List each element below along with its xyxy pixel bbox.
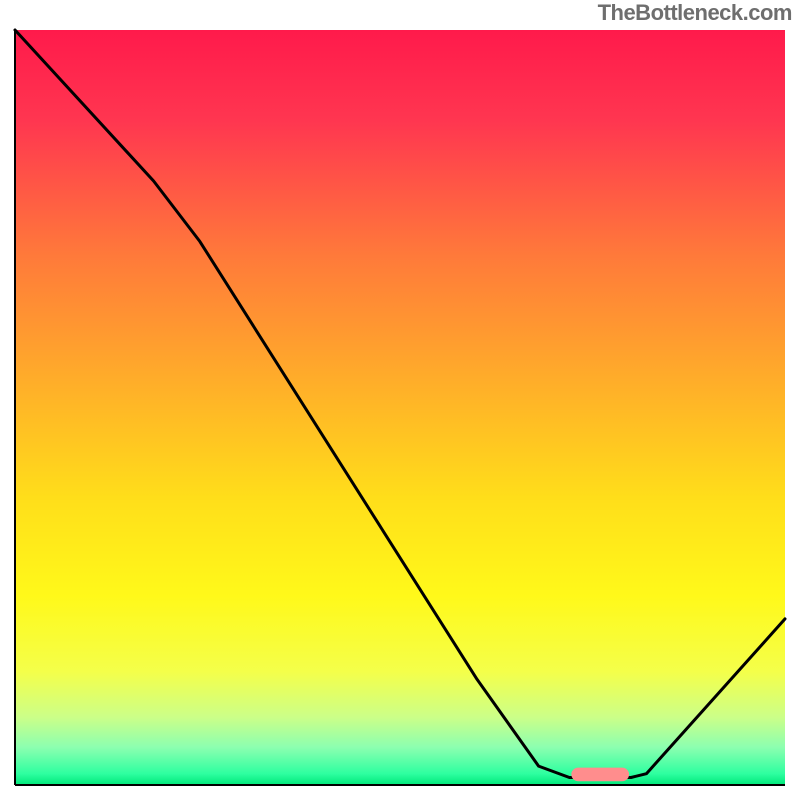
optimal-marker (571, 768, 629, 782)
bottleneck-chart (0, 0, 800, 800)
chart-container: TheBottleneck.com (0, 0, 800, 800)
chart-gradient-background (15, 30, 785, 785)
watermark-text: TheBottleneck.com (598, 0, 792, 26)
